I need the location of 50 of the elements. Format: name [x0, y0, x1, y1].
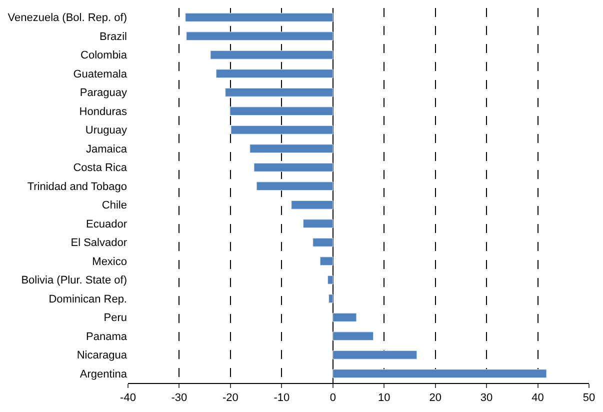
x-tick-label: 30	[480, 392, 493, 404]
x-tick-label: -40	[120, 392, 136, 404]
x-tick-label: -30	[171, 392, 188, 404]
bar	[332, 369, 547, 378]
bar	[250, 144, 334, 154]
x-tick-label: -20	[222, 392, 238, 404]
y-tick-label: El Salvador	[70, 237, 128, 250]
y-tick-label: Bolivia (Plur. State of)	[21, 274, 127, 287]
y-tick-label: Argentina	[80, 368, 128, 380]
bar	[320, 256, 334, 266]
y-tick-label: Nicaragua	[76, 350, 128, 362]
bar	[230, 125, 334, 134]
bar	[328, 294, 334, 304]
bar	[225, 88, 334, 97]
y-tick-label: Paraguay	[80, 87, 128, 100]
bar	[328, 275, 334, 284]
x-tick-label: 10	[378, 392, 390, 404]
y-tick-label: Trinidad and Tobago	[27, 180, 127, 193]
y-tick-label: Panama	[86, 330, 128, 343]
y-tick-label: Uruguay	[85, 124, 128, 137]
y-tick-label: Brazil	[99, 30, 127, 43]
x-tick-label: 0	[330, 392, 336, 404]
y-tick-label: Honduras	[79, 106, 128, 118]
y-tick-label: Peru	[104, 312, 127, 324]
bar	[332, 350, 418, 360]
y-tick-label: Dominican Rep.	[48, 293, 127, 306]
bar	[230, 106, 334, 116]
x-tick-label: -10	[274, 392, 290, 404]
y-tick-label: Mexico	[92, 256, 127, 268]
y-tick-label: Costa Rica	[73, 162, 128, 174]
bar	[302, 219, 334, 228]
bar	[185, 12, 334, 22]
y-tick-label: Chile	[102, 200, 127, 212]
bar	[291, 200, 334, 210]
y-tick-label: Colombia	[80, 50, 128, 62]
bar	[210, 50, 334, 60]
x-tick-label: 50	[582, 392, 596, 404]
y-tick-label: Jamaica	[86, 143, 128, 156]
y-tick-label: Guatemala	[73, 68, 128, 80]
bar	[216, 69, 334, 78]
x-tick-label: 40	[532, 392, 544, 404]
y-tick-label: Ecuador	[86, 218, 128, 230]
bar	[312, 238, 334, 247]
bar	[332, 332, 374, 341]
bar	[254, 162, 334, 172]
bar	[186, 32, 334, 41]
bar	[256, 182, 334, 191]
x-tick-label: 20	[429, 392, 442, 404]
bar	[332, 312, 357, 322]
y-tick-label: Venezuela (Bol. Rep. of)	[8, 12, 127, 24]
